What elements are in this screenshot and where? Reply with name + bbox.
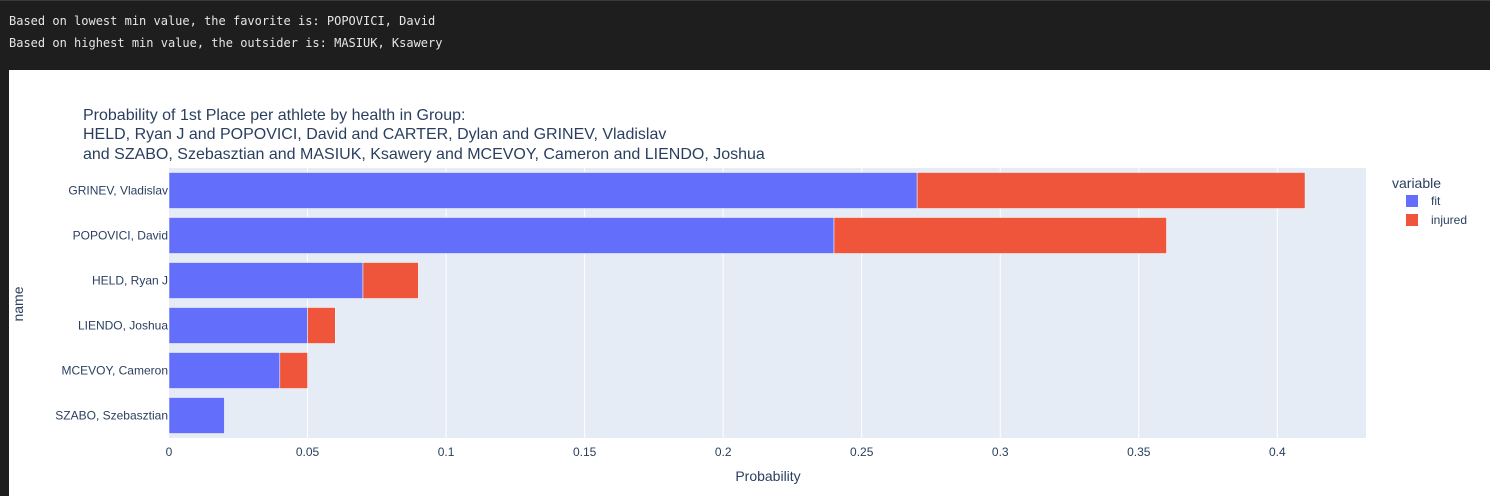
x-tick-label: 0.35 bbox=[1127, 445, 1151, 459]
y-tick-label: POPOVICI, David bbox=[73, 229, 168, 243]
legend-swatch-injured[interactable] bbox=[1406, 214, 1418, 226]
bar-fit[interactable] bbox=[168, 397, 225, 434]
bar-injured[interactable] bbox=[362, 262, 419, 299]
x-tick-label: 0.25 bbox=[850, 445, 874, 459]
bar-fit[interactable] bbox=[168, 217, 835, 254]
output-console: Based on lowest min value, the favorite … bbox=[0, 0, 1490, 71]
bar-fit[interactable] bbox=[168, 352, 281, 389]
legend-label-injured[interactable]: injured bbox=[1431, 213, 1467, 227]
bar-injured[interactable] bbox=[916, 172, 1306, 209]
legend-label-fit[interactable]: fit bbox=[1431, 194, 1441, 208]
x-axis-title: Probability bbox=[735, 468, 800, 484]
bar-fit[interactable] bbox=[168, 307, 308, 344]
bar-fit[interactable] bbox=[168, 262, 364, 299]
bar-injured[interactable] bbox=[833, 217, 1167, 254]
chart-title-line-1: Probability of 1st Place per athlete by … bbox=[83, 107, 465, 124]
x-tick-label: 0.3 bbox=[992, 445, 1009, 459]
gridlines bbox=[307, 168, 1278, 438]
x-tick-label: 0.4 bbox=[1269, 445, 1286, 459]
y-tick-label: SZABO, Szebasztian bbox=[55, 409, 168, 423]
y-tick-label: GRINEV, Vladislav bbox=[68, 184, 168, 198]
y-tick-labels: GRINEV, Vladislav POPOVICI, David HELD, Ry… bbox=[55, 184, 168, 423]
plotly-chart[interactable]: GRINEV, Vladislav POPOVICI, David HELD, Ry… bbox=[9, 70, 1490, 496]
x-tick-label: 0.15 bbox=[573, 445, 597, 459]
x-tick-label: 0.1 bbox=[438, 445, 455, 459]
y-tick-label: HELD, Ryan J bbox=[92, 274, 168, 288]
bars bbox=[168, 172, 1306, 434]
x-tick-label: 0 bbox=[166, 445, 173, 459]
y-tick-label: MCEVOY, Cameron bbox=[62, 364, 168, 378]
legend-swatch-fit[interactable] bbox=[1406, 195, 1418, 207]
x-tick-label: 0.2 bbox=[715, 445, 732, 459]
bar-chart-svg: GRINEV, Vladislav POPOVICI, David HELD, Ry… bbox=[10, 107, 1467, 484]
y-axis-title: name bbox=[10, 286, 26, 321]
legend[interactable]: fit injured bbox=[1406, 194, 1467, 227]
bar-fit[interactable] bbox=[168, 172, 918, 209]
legend-title: variable bbox=[1392, 175, 1441, 191]
x-tick-label: 0.05 bbox=[296, 445, 320, 459]
bar-injured[interactable] bbox=[307, 307, 336, 344]
y-tick-label: LIENDO, Joshua bbox=[78, 319, 168, 333]
chart-title-line-2: HELD, Ryan J and POPOVICI, David and CAR… bbox=[83, 126, 666, 143]
bar-injured[interactable] bbox=[279, 352, 308, 389]
x-tick-labels: 0 0.05 0.1 0.15 0.2 0.25 0.3 0.35 0.4 bbox=[166, 445, 1286, 459]
console-line-favorite: Based on lowest min value, the favorite … bbox=[9, 14, 436, 28]
console-line-outsider: Based on highest min value, the outsider… bbox=[9, 36, 443, 50]
chart-title-line-3: and SZABO, Szebasztian and MASIUK, Ksawe… bbox=[83, 146, 765, 163]
plot-background bbox=[169, 168, 1366, 438]
